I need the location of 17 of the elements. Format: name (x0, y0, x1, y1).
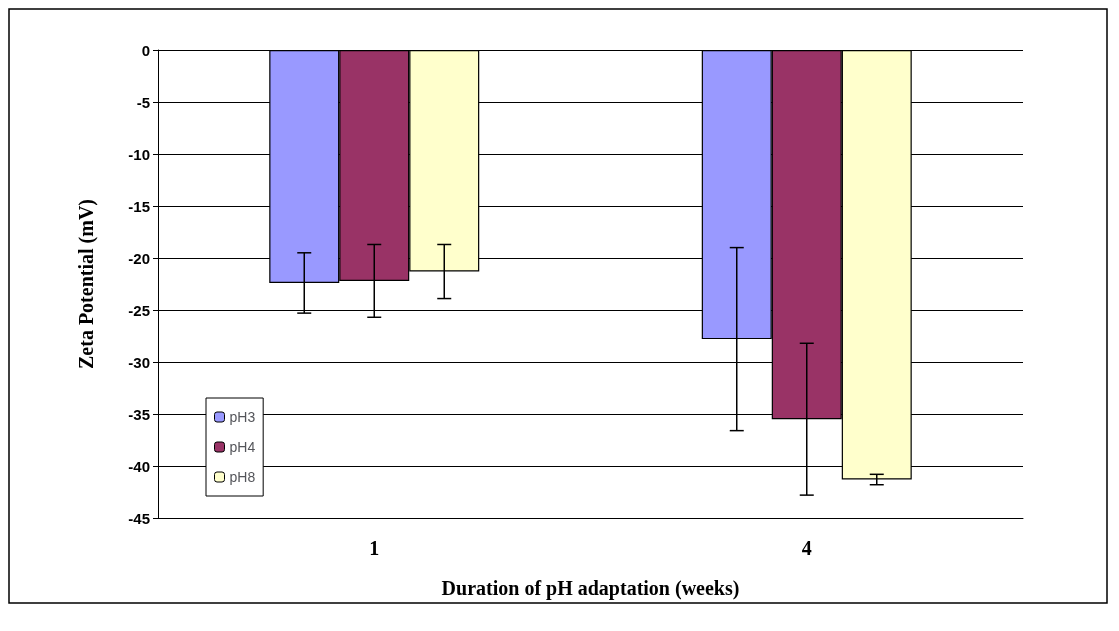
x-tick-label: 4 (801, 537, 812, 559)
y-tick-label: -10 (128, 145, 150, 163)
y-tick-label: -15 (128, 197, 150, 215)
y-tick-label: -45 (128, 509, 150, 527)
x-tick-label: 1 (369, 537, 380, 559)
y-tick-label: -25 (128, 301, 150, 319)
y-tick-label: -40 (128, 457, 150, 475)
legend-label: pH4 (229, 439, 256, 455)
y-tick-label: 0 (141, 41, 150, 59)
y-tick-label: -5 (136, 93, 150, 111)
x-axis-title: Duration of pH adaptation (weeks) (441, 577, 740, 600)
legend-label: pH8 (229, 469, 256, 485)
y-axis-title: Zeta Potential (mV) (75, 199, 98, 369)
y-tick-label: -35 (128, 405, 150, 423)
legend-label: pH3 (229, 409, 256, 425)
y-tick-label: -20 (128, 249, 150, 267)
y-tick-label: -30 (128, 353, 150, 371)
